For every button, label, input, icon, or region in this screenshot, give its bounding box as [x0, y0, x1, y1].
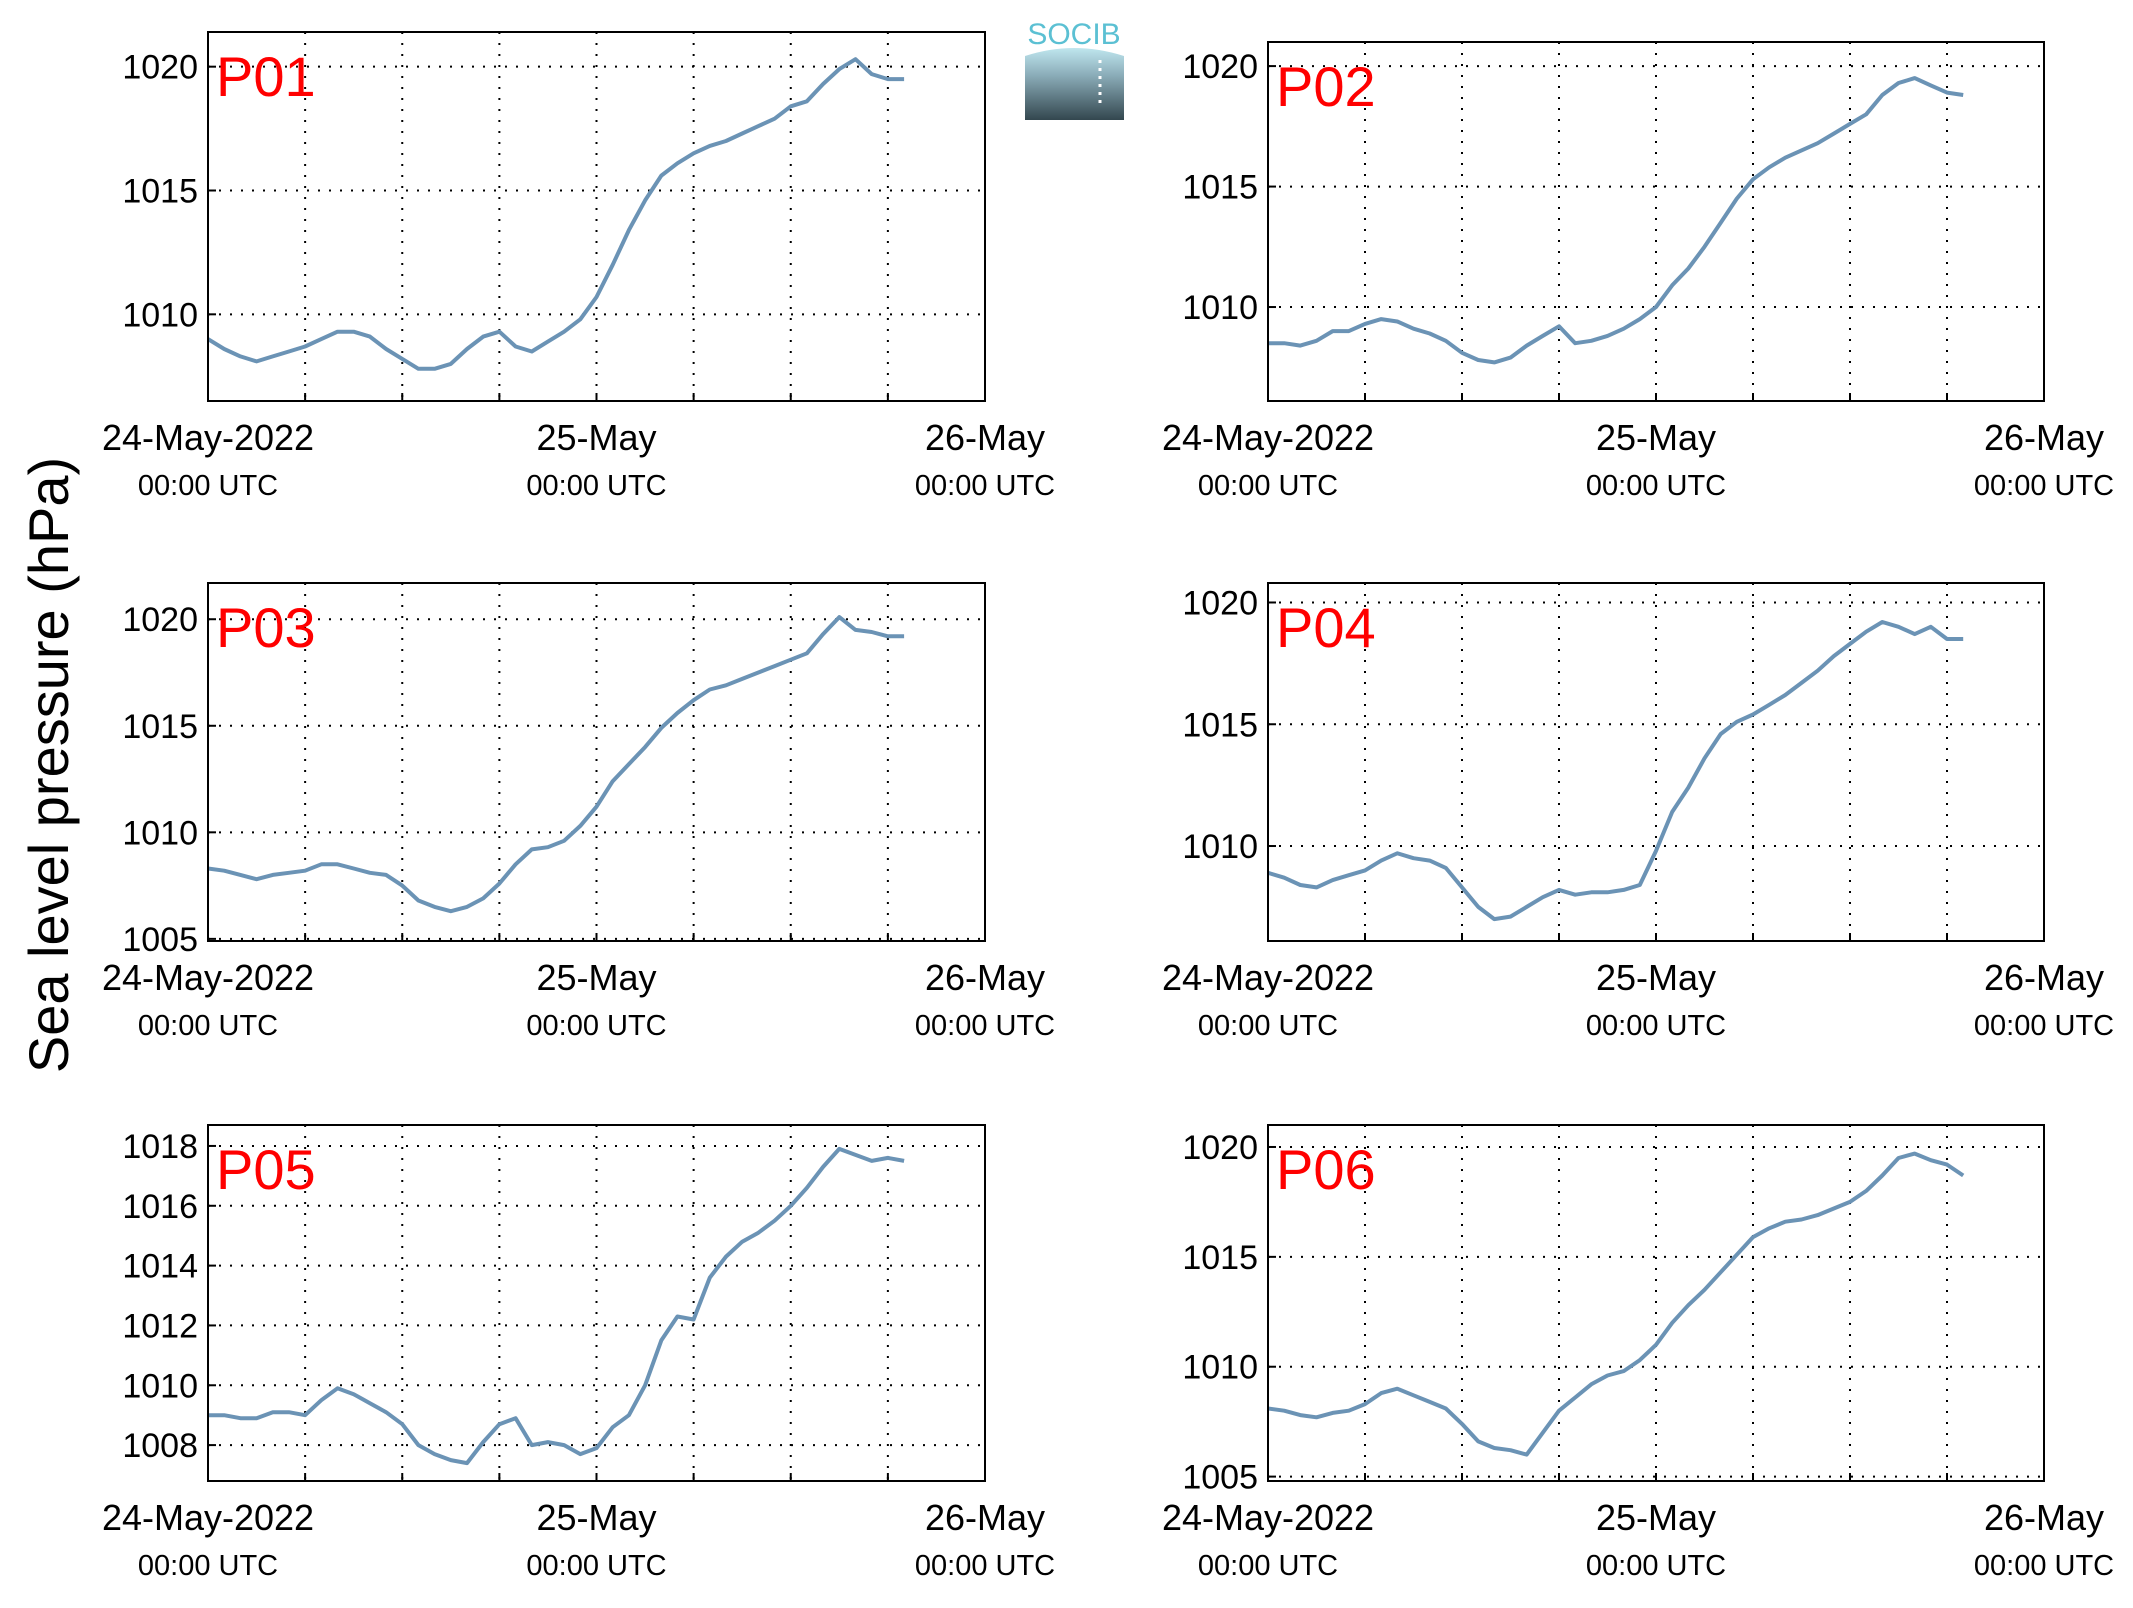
x-tick-label-time: 00:00 UTC — [1198, 1010, 1338, 1042]
x-tick-label-date: 25-May — [1596, 957, 1716, 998]
x-tick-label-date: 26-May — [925, 417, 1045, 458]
x-tick-label-date: 25-May — [1596, 1497, 1716, 1538]
panel-p04: 1010 1015 1020 24-May-2022 00:00 UTC 25-May 00… — [1162, 582, 2114, 1042]
plot-area — [208, 583, 985, 941]
y-tick-label: 1020 — [1182, 1129, 1258, 1167]
y-tick-label: 1020 — [1182, 584, 1258, 622]
logo-text: SOCIB — [1027, 18, 1120, 51]
y-tick-label: 1015 — [122, 172, 198, 210]
axes-frame — [1267, 41, 2045, 402]
y-tick-label: 1010 — [1182, 828, 1258, 866]
y-axis-label: Sea level pressure (hPa) — [17, 457, 80, 1073]
y-tick-label: 1018 — [122, 1128, 198, 1166]
x-tick-label-time: 00:00 UTC — [526, 470, 666, 502]
x-tick-label-time: 00:00 UTC — [1974, 1550, 2114, 1582]
pressure-series-line — [208, 1146, 905, 1466]
panel-label: P05 — [216, 1138, 316, 1201]
y-tick-label: 1015 — [1182, 706, 1258, 744]
x-tick-label-time: 00:00 UTC — [1586, 1550, 1726, 1582]
y-tick-label: 1015 — [122, 708, 198, 746]
axes-frame — [207, 31, 986, 402]
panel-p03: 1005 1010 1015 1020 24-May-2022 00:00 UTC 25-M… — [102, 582, 1055, 1042]
y-tick-label: 1010 — [1182, 1349, 1258, 1387]
x-tick-label-date: 26-May — [1984, 417, 2104, 458]
plot-area — [208, 32, 985, 401]
y-tick-label: 1014 — [122, 1248, 198, 1286]
panel-p06: 1005 1010 1015 1020 24-May-2022 00:00 UTC 25-M… — [1162, 1124, 2114, 1582]
axes-frame — [1267, 1124, 2045, 1482]
x-tick-label-time: 00:00 UTC — [138, 1010, 278, 1042]
y-tick-label: 1010 — [122, 1367, 198, 1405]
x-tick-label-time: 00:00 UTC — [1586, 470, 1726, 502]
x-tick-label-date: 25-May — [536, 957, 656, 998]
x-tick-label-time: 00:00 UTC — [1974, 1010, 2114, 1042]
x-tick-label-time: 00:00 UTC — [915, 470, 1055, 502]
x-tick-label-time: 00:00 UTC — [915, 1010, 1055, 1042]
x-tick-label-time: 00:00 UTC — [1586, 1010, 1726, 1042]
x-tick-label-time: 00:00 UTC — [1974, 470, 2114, 502]
plot-area — [1268, 583, 2044, 941]
y-tick-label: 1012 — [122, 1307, 198, 1345]
x-tick-label-date: 24-May-2022 — [102, 957, 314, 998]
x-tick-label-date: 25-May — [1596, 417, 1716, 458]
x-tick-label-date: 24-May-2022 — [1162, 417, 1374, 458]
x-tick-label-date: 26-May — [925, 957, 1045, 998]
x-tick-label-date: 24-May-2022 — [1162, 1497, 1374, 1538]
y-tick-label: 1008 — [122, 1427, 198, 1465]
x-tick-label-date: 24-May-2022 — [102, 417, 314, 458]
panel-p05: 1008 1010 1012 1014 1016 1018 24-May-2022 00:00… — [102, 1124, 1055, 1582]
pressure-series-line — [1267, 1151, 1965, 1457]
panel-p02: 1010 1015 1020 24-May-2022 00:00 UTC 25-May 00… — [1162, 41, 2114, 502]
panel-label: P06 — [1276, 1138, 1376, 1201]
x-tick-label-date: 24-May-2022 — [1162, 957, 1374, 998]
y-tick-label: 1020 — [122, 49, 198, 87]
y-tick-label: 1005 — [1182, 1459, 1258, 1497]
axes-frame — [207, 1124, 986, 1482]
y-tick-label: 1010 — [122, 814, 198, 852]
x-tick-label-date: 25-May — [536, 1497, 656, 1538]
x-tick-label-time: 00:00 UTC — [915, 1550, 1055, 1582]
y-tick-label: 1015 — [1182, 1239, 1258, 1277]
plot-area — [1268, 42, 2044, 401]
y-tick-label: 1005 — [122, 921, 198, 959]
y-tick-label: 1010 — [1182, 289, 1258, 327]
panel-label: P03 — [216, 596, 316, 659]
x-tick-label-time: 00:00 UTC — [526, 1010, 666, 1042]
x-tick-label-date: 25-May — [536, 417, 656, 458]
axes-frame — [1267, 582, 2045, 942]
socib-logo: SOCIB — [1025, 18, 1124, 120]
x-tick-label-time: 00:00 UTC — [1198, 470, 1338, 502]
pressure-series-line — [207, 615, 905, 914]
y-tick-label: 1016 — [122, 1188, 198, 1226]
x-tick-label-date: 26-May — [1984, 957, 2104, 998]
panel-label: P04 — [1276, 596, 1376, 659]
y-tick-label: 1010 — [122, 296, 198, 334]
x-tick-label-time: 00:00 UTC — [138, 1550, 278, 1582]
panel-label: P01 — [216, 45, 316, 108]
panel-p01: 1010 1015 1020 24-May-2022 00:00 UTC 25-May 00… — [102, 31, 1055, 502]
panel-label: P02 — [1276, 55, 1376, 118]
logo-mark — [1025, 48, 1124, 120]
y-tick-label: 1020 — [122, 601, 198, 639]
logo-wave — [1025, 48, 1124, 56]
x-tick-label-date: 26-May — [925, 1497, 1045, 1538]
y-tick-label: 1020 — [1182, 48, 1258, 86]
x-tick-label-time: 00:00 UTC — [526, 1550, 666, 1582]
axes-frame — [207, 582, 986, 942]
y-tick-label: 1015 — [1182, 169, 1258, 207]
x-tick-label-time: 00:00 UTC — [138, 470, 278, 502]
x-tick-label-time: 00:00 UTC — [1198, 1550, 1338, 1582]
pressure-series-line — [206, 57, 905, 371]
pressure-series-line — [1267, 620, 1964, 922]
x-tick-label-date: 26-May — [1984, 1497, 2104, 1538]
x-tick-label-date: 24-May-2022 — [102, 1497, 314, 1538]
pressure-series-line — [1268, 76, 1964, 365]
